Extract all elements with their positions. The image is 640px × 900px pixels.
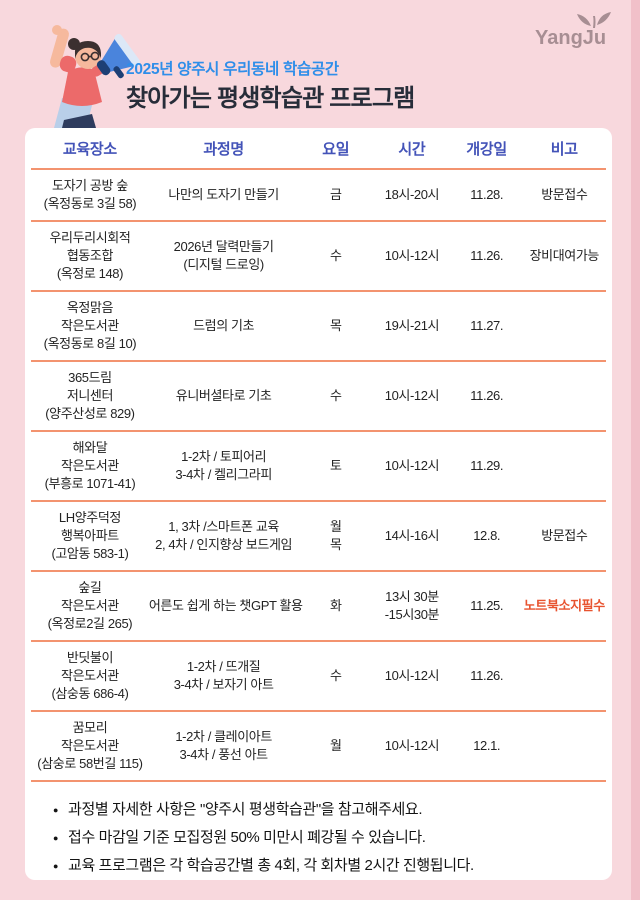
edge-shade <box>631 0 640 900</box>
cell-note: 노트북소지필수 <box>523 598 605 613</box>
cell-place: 우리두리시회적 협동조합 (옥정로 148) <box>49 230 131 281</box>
logo-text: YangJu <box>535 27 606 49</box>
cell-time: 10시-12시 <box>384 248 440 263</box>
hair <box>74 41 101 59</box>
cell-time: 10시-12시 <box>384 738 440 753</box>
table-row: 우리두리시회적 협동조합 (옥정로 148) 2026년 달력만들기 (디지털 드로잉)… <box>31 222 606 292</box>
yangju-logo: YangJu <box>535 12 611 49</box>
cell-start-date: 11.27. <box>470 318 504 333</box>
footer-notes: ● 과정별 자세한 사항은 "양주시 평생학습관"을 참고해주세요. ● 접수 … <box>53 796 594 880</box>
cell-start-date: 11.26. <box>470 248 504 263</box>
cell-course: 유니버셜타로 기초 <box>175 388 272 403</box>
cell-start-date: 12.8. <box>473 528 501 543</box>
col-header-place: 교육장소 <box>62 140 117 158</box>
cell-start-date: 11.25. <box>470 598 504 613</box>
table-rows: 도자기 공방 숲 (옥정동로 3길 58) 나만의 도자기 만들기 금 18시-20시 1… <box>31 170 606 782</box>
table-header-row: 교육장소 과정명 요일 시간 개강일 비고 <box>31 128 606 170</box>
cell-start-date: 12.1. <box>473 738 501 753</box>
cell-place: 숲길 작은도서관 (옥정로2길 265) <box>47 580 133 631</box>
hand <box>52 25 62 35</box>
sleeve <box>59 55 77 73</box>
table-row: LH양주덕정 행복아파트 (고암동 583-1) 1, 3차 /스마트폰 교육 2, 4… <box>31 502 606 572</box>
cell-note: 방문접수 <box>541 187 588 202</box>
footer-note-item: ● 접수 마감일 기준 모집정원 50% 미만시 폐강될 수 있습니다. <box>53 824 594 852</box>
cell-start-date: 11.29. <box>470 458 504 473</box>
table-row: 숲길 작은도서관 (옥정로2길 265) 어른도 쉽게 하는 챗GPT 활용 화 13시 … <box>31 572 606 642</box>
cell-place: 반딧불이 작은도서관 (삼숭동 686-4) <box>51 650 129 701</box>
table-row: 도자기 공방 숲 (옥정동로 3길 58) 나만의 도자기 만들기 금 18시-20시 1… <box>31 170 606 222</box>
cell-course: 1-2차 / 클레이아트 3-4차 / 풍선 아트 <box>175 729 272 762</box>
footer-note-text: 교육 프로그램은 각 학습공간별 총 4회, 각 회차별 2시간 진행됩니다. <box>68 857 474 874</box>
cell-course: 어른도 쉽게 하는 챗GPT 활용 <box>148 598 303 613</box>
cell-course: 1-2차 / 토피어리 3-4차 / 켈리그라피 <box>175 449 272 482</box>
cell-time: 19시-21시 <box>384 318 440 333</box>
cell-start-date: 11.26. <box>470 388 504 403</box>
cell-note: 장비대여가능 <box>529 248 600 263</box>
poster-title: 찾아가는 평생학습관 프로그램 <box>126 85 415 112</box>
cell-day: 토 <box>329 458 342 473</box>
person-with-megaphone-illustration <box>49 25 140 128</box>
cell-place: 옥정맑음 작은도서관 (옥정동로 8길 10) <box>43 300 137 351</box>
cell-start-date: 11.26. <box>470 668 504 683</box>
cell-place: 365드림 저니센터 (양주산성로 829) <box>45 370 135 421</box>
hair-bun <box>68 38 80 50</box>
cell-time: 14시-16시 <box>384 528 440 543</box>
cell-course: 드럼의 기초 <box>193 318 255 333</box>
bullet-icon: ● <box>53 861 59 871</box>
bullet-icon: ● <box>53 805 59 815</box>
bullet-icon: ● <box>53 833 59 843</box>
raised-arm <box>49 28 69 68</box>
cell-time: 10시-12시 <box>384 458 440 473</box>
cell-start-date: 11.28. <box>470 187 504 202</box>
cell-day: 목 <box>329 318 342 333</box>
leaf-icon <box>597 12 611 25</box>
table-row: 365드림 저니센터 (양주산성로 829) 유니버셜타로 기초 수 10시-12시 11.… <box>31 362 606 432</box>
cell-note: 방문접수 <box>541 528 588 543</box>
program-card: 교육장소 과정명 요일 시간 개강일 비고 도자기 공방 숲 (옥정동로 3길 5… <box>25 128 612 880</box>
header-titles: 2025년 양주시 우리동네 학습공간 찾아가는 평생학습관 프로그램 <box>126 60 415 113</box>
footer-note-item: ● 과정별 자세한 사항은 "양주시 평생학습관"을 참고해주세요. <box>53 796 594 824</box>
torso <box>62 67 102 106</box>
cell-day: 수 <box>329 248 342 263</box>
cell-course: 나만의 도자기 만들기 <box>168 187 279 202</box>
glasses-icon <box>80 51 100 62</box>
cell-day: 수 <box>329 668 342 683</box>
cell-place: LH양주덕정 행복아파트 (고암동 583-1) <box>51 510 129 561</box>
cell-day: 화 <box>329 598 342 613</box>
col-header-time: 시간 <box>398 140 426 158</box>
cell-day: 월 <box>329 738 342 753</box>
footer-note-text: 과정별 자세한 사항은 "양주시 평생학습관"을 참고해주세요. <box>68 801 423 818</box>
col-header-start-date: 개강일 <box>466 140 507 158</box>
cell-time: 10시-12시 <box>384 668 440 683</box>
table-row: 반딧불이 작은도서관 (삼숭동 686-4) 1-2차 / 뜨개질 3-4차 / 보자기… <box>31 642 606 712</box>
poster-subtitle: 2025년 양주시 우리동네 학습공간 <box>126 61 339 78</box>
table-row: 꿈모리 작은도서관 (삼숭로 58번길 115) 1-2차 / 클레이아트 3-4차 /… <box>31 712 606 782</box>
cell-place: 해와달 작은도서관 (부흥로 1071-41) <box>44 440 136 491</box>
leaf-stem <box>593 16 596 28</box>
cell-time: 10시-12시 <box>384 388 440 403</box>
cell-day: 금 <box>329 187 342 202</box>
cell-place: 꿈모리 작은도서관 (삼숭로 58번길 115) <box>37 720 143 771</box>
cell-course: 1-2차 / 뜨개질 3-4차 / 보자기 아트 <box>173 659 274 692</box>
cell-time: 13시 30분 -15시30분 <box>384 589 440 622</box>
cell-course: 2026년 달력만들기 (디지털 드로잉) <box>173 239 274 272</box>
table-row: 옥정맑음 작은도서관 (옥정동로 8길 10) 드럼의 기초 목 19시-21시 11.27… <box>31 292 606 362</box>
megaphone-icon <box>96 34 140 79</box>
cell-day: 수 <box>329 388 342 403</box>
cell-place: 도자기 공방 숲 (옥정동로 3길 58) <box>43 178 137 211</box>
cell-time: 18시-20시 <box>384 187 440 202</box>
legs-shape <box>62 114 96 128</box>
col-header-day: 요일 <box>322 140 350 158</box>
col-header-course: 과정명 <box>203 140 244 158</box>
footer-note-text: 접수 마감일 기준 모집정원 50% 미만시 폐강될 수 있습니다. <box>68 829 426 846</box>
col-header-note: 비고 <box>550 140 578 158</box>
footer-note-item: ● 교육 프로그램은 각 학습공간별 총 4회, 각 회차별 2시간 진행됩니다… <box>53 852 594 880</box>
table-row: 해와달 작은도서관 (부흥로 1071-41) 1-2차 / 토피어리 3-4차 / 켈… <box>31 432 606 502</box>
cell-course: 1, 3차 /스마트폰 교육 2, 4차 / 인지향상 보드게임 <box>155 519 293 552</box>
leaf-icon <box>577 14 591 26</box>
